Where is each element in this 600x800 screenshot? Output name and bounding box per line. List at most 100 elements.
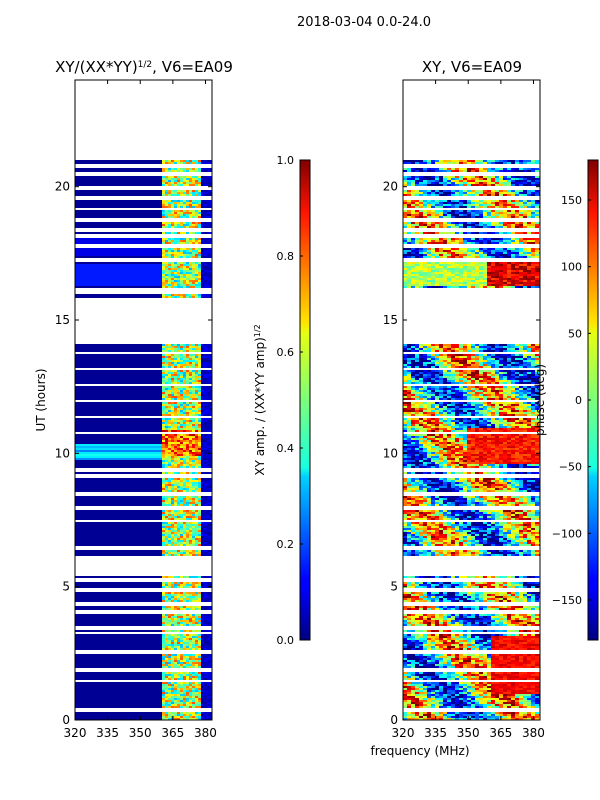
heatmap-cell [174,640,177,642]
heatmap-cell [499,222,503,224]
heatmap-cell [165,356,168,358]
heatmap-cell [210,584,212,586]
heatmap-cell [183,402,186,404]
heatmap-cell [407,168,411,170]
heatmap-cell [192,618,195,620]
heatmap-cell [198,488,201,490]
heatmap-cell [455,262,459,264]
heatmap-cell [507,210,511,212]
heatmap-cell [177,168,180,170]
heatmap-cell [195,180,198,182]
heatmap-cell [192,412,195,414]
heatmap-cell [443,222,447,224]
heatmap-cell [186,444,189,446]
heatmap-cell [162,286,165,288]
heatmap-cell [168,694,171,696]
heatmap-cell [192,656,195,658]
heatmap-cell [204,498,207,500]
heatmap-cell [189,486,192,488]
heatmap-cell [210,672,212,674]
heatmap-cell [174,582,177,584]
heatmap-cell [511,280,515,282]
heatmap-cell [195,274,198,276]
heatmap-cell [207,424,210,426]
heatmap-cell [180,504,183,506]
heatmap-cell [201,522,204,524]
heatmap-cell [186,530,189,532]
heatmap-cell [479,222,483,224]
heatmap-cell [171,362,174,364]
heatmap-cell [451,222,455,224]
heatmap-cell [210,350,212,352]
heatmap-cell [459,222,463,224]
heatmap-cell [491,206,495,208]
heatmap-cell [198,620,201,622]
heatmap-cell [431,206,435,208]
heatmap-cell [210,496,212,498]
heatmap-cell [207,396,210,398]
heatmap-cell [186,422,189,424]
heatmap-cell [171,530,174,532]
heatmap-cell [407,280,411,282]
heatmap-cell [192,216,195,218]
heatmap-cell [443,264,447,266]
heatmap-cell [192,702,195,704]
heatmap-cell [483,262,487,264]
heatmap-cell [201,372,204,374]
heatmap-cell [201,412,204,414]
heatmap-cell [180,510,183,512]
heatmap-cell [162,686,165,688]
heatmap-cell [180,194,183,196]
heatmap-cell [527,280,531,282]
heatmap-cell [447,282,451,284]
heatmap-cell [407,278,411,280]
heatmap-cell [195,584,198,586]
heatmap-cell [168,618,171,620]
heatmap-cell [189,256,192,258]
heatmap-cell [174,272,177,274]
heatmap-cell [455,238,459,240]
heatmap-cell [168,656,171,658]
heatmap-cell [168,690,171,692]
heatmap-cell [177,372,180,374]
heatmap-cell [75,596,165,598]
heatmap-cell [407,266,411,268]
heatmap-cell [186,544,189,546]
heatmap-cell [198,240,201,242]
heatmap-cell [177,256,180,258]
heatmap-cell [165,346,168,348]
heatmap-cell [162,478,165,480]
heatmap-cell [491,278,495,280]
heatmap-cell [439,202,443,204]
heatmap-cell [177,294,180,296]
heatmap-cell [186,252,189,254]
heatmap-cell [201,642,204,644]
heatmap-cell [515,262,519,264]
heatmap-cell [165,592,168,594]
heatmap-cell [165,532,168,534]
heatmap-cell [204,696,207,698]
heatmap-cell [511,254,515,256]
heatmap-cell [171,446,174,448]
heatmap-cell [183,348,186,350]
heatmap-cell [75,526,165,528]
heatmap-cell [210,498,212,500]
heatmap-cell [204,404,207,406]
heatmap-cell [192,356,195,358]
heatmap-cell [186,624,189,626]
heatmap-cell [487,214,491,216]
heatmap-cell [491,194,495,196]
heatmap-cell [180,656,183,658]
heatmap-cell [447,214,451,216]
heatmap-cell [467,190,471,192]
heatmap-cell [210,398,212,400]
heatmap-cell [189,180,192,182]
heatmap-cell [204,358,207,360]
heatmap-cell [177,360,180,362]
right-heatmap [403,160,540,720]
heatmap-cell [511,224,515,226]
heatmap-cell [195,686,198,688]
heatmap-cell [204,502,207,504]
heatmap-cell [168,646,171,648]
heatmap-cell [201,214,204,216]
